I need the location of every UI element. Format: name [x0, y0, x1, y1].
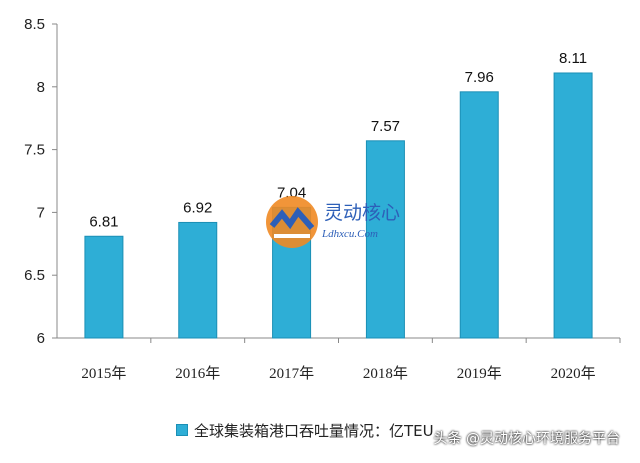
footer-credit: 头条 @灵动核心环境服务平台	[433, 431, 620, 447]
y-tick-label: 6	[37, 330, 45, 347]
bar-value-label: 7.96	[465, 69, 494, 86]
bar	[84, 235, 124, 339]
y-tick-label: 7	[37, 204, 45, 221]
watermark-url: Ldhxcu.Com	[322, 228, 378, 240]
bar	[459, 91, 499, 339]
watermark-title: 灵动核心	[324, 202, 401, 224]
legend: 全球集装箱港口吞吐量情况：亿TEU	[176, 419, 434, 441]
bar-value-label: 7.57	[371, 118, 400, 135]
legend-label: 全球集装箱港口吞吐量情况：亿TEU	[194, 421, 434, 440]
y-tick-label: 6.5	[24, 267, 45, 284]
bar	[553, 72, 593, 339]
bar	[178, 221, 218, 339]
x-tick-label: 2017年	[269, 365, 314, 382]
logo-icon	[266, 196, 318, 248]
y-tick-label: 7.5	[24, 142, 45, 159]
x-tick-label: 2020年	[551, 365, 596, 382]
bar-value-label: 8.11	[559, 50, 587, 67]
x-tick-label: 2015年	[81, 365, 126, 382]
bar-value-label: 6.81	[89, 213, 118, 230]
x-tick-label: 2016年	[175, 365, 220, 382]
bar	[365, 140, 405, 339]
x-tick-label: 2019年	[457, 365, 502, 382]
x-tick-label: 2018年	[363, 365, 408, 382]
watermark: 灵动核心 Ldhxcu.Com	[262, 192, 422, 252]
y-tick-label: 8	[37, 79, 45, 96]
bar-value-label: 6.92	[183, 199, 212, 216]
legend-swatch	[176, 424, 188, 436]
y-tick-label: 8.5	[24, 16, 45, 33]
